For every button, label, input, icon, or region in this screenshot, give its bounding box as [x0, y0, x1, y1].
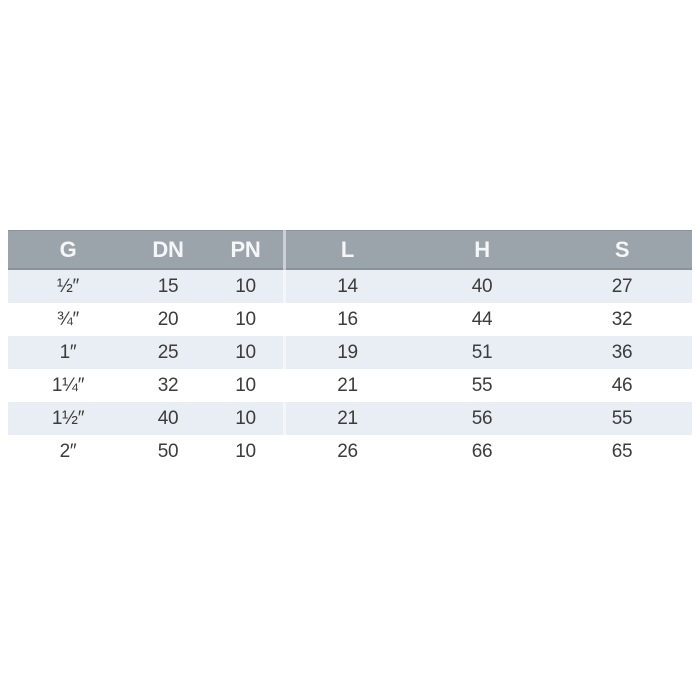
cell-s: 27 — [611, 275, 633, 297]
cell-s: 36 — [611, 341, 633, 363]
cell-s: 55 — [611, 407, 633, 429]
cell-dn: 50 — [157, 440, 179, 462]
column-header-l: L — [340, 236, 355, 262]
column-header-dn: DN — [152, 236, 184, 262]
cell-dn: 20 — [157, 308, 179, 330]
cell-l: 14 — [337, 275, 358, 297]
cell-h: 40 — [471, 275, 493, 297]
cell-dn: 15 — [157, 275, 179, 297]
column-header-s: S — [614, 236, 630, 262]
cell-l: 16 — [337, 308, 358, 330]
cell-pn: 10 — [235, 308, 256, 330]
table-row-1: ½″ 15 10 14 40 27 — [8, 270, 692, 303]
cell-pn: 10 — [235, 374, 256, 396]
cell-l: 21 — [337, 407, 358, 429]
cell-s: 32 — [611, 308, 633, 330]
cell-g: ¾″ — [57, 308, 79, 330]
cell-l: 19 — [337, 341, 358, 363]
cell-g: 1¼″ — [51, 374, 85, 396]
cell-h: 51 — [471, 341, 493, 363]
table-row-5: 1½″ 40 10 21 56 55 — [8, 402, 692, 435]
cell-dn: 25 — [157, 341, 179, 363]
cell-l: 26 — [337, 440, 358, 462]
cell-h: 66 — [471, 440, 493, 462]
cell-h: 56 — [471, 407, 493, 429]
cell-pn: 10 — [235, 440, 256, 462]
cell-g: 1½″ — [51, 407, 85, 429]
table-row-2: ¾″ 20 10 16 44 32 — [8, 303, 692, 336]
cell-g: ½″ — [57, 275, 79, 297]
table-row-4: 1¼″ 32 10 21 55 46 — [8, 369, 692, 402]
cell-dn: 40 — [157, 407, 179, 429]
cell-s: 65 — [611, 440, 633, 462]
cell-pn: 10 — [235, 407, 256, 429]
cell-l: 21 — [337, 374, 358, 396]
column-header-pn: PN — [230, 236, 261, 262]
cell-pn: 10 — [235, 341, 256, 363]
column-header-h: H — [474, 236, 490, 262]
table-row-3: 1″ 25 10 19 51 36 — [8, 336, 692, 369]
cell-pn: 10 — [235, 275, 256, 297]
cell-h: 55 — [471, 374, 493, 396]
dimensions-table: G DN PN L H S ½″ 15 10 14 40 27 ¾″ 20 10… — [8, 230, 692, 468]
table-header-row: G DN PN L H S — [8, 230, 692, 270]
cell-h: 44 — [471, 308, 493, 330]
cell-g: 1″ — [59, 341, 77, 363]
table-row-6: 2″ 50 10 26 66 65 — [8, 435, 692, 468]
column-header-g: G — [59, 236, 77, 262]
cell-g: 2″ — [59, 440, 77, 462]
cell-s: 46 — [611, 374, 633, 396]
cell-dn: 32 — [157, 374, 179, 396]
